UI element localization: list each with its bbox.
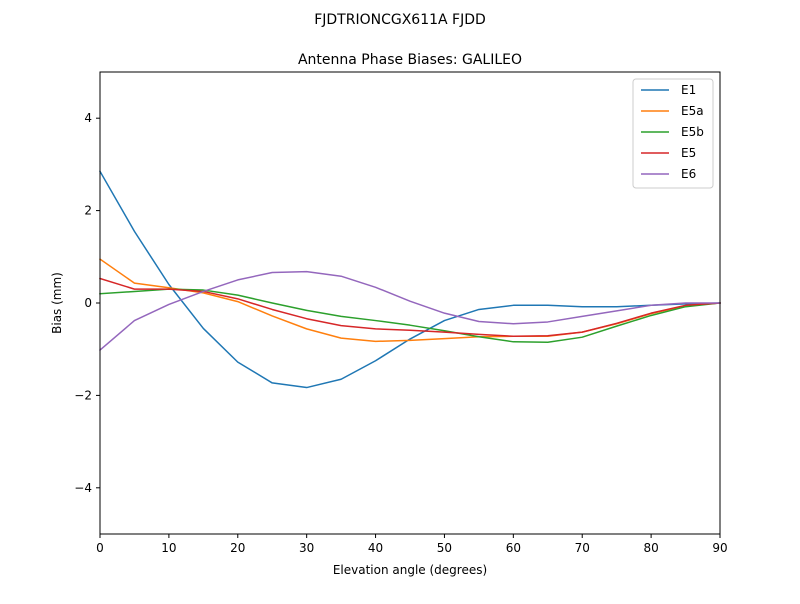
x-tick-label: 90 [712, 541, 727, 555]
series-layer [98, 170, 721, 389]
y-tick-label: −2 [74, 388, 92, 402]
x-tick-label: 10 [161, 541, 176, 555]
legend-label-e5b: E5b [681, 125, 704, 139]
x-tick-label: 20 [230, 541, 245, 555]
x-tick-label: 80 [643, 541, 658, 555]
chart-suptitle: FJDTRIONCGX611A FJDD [314, 12, 486, 28]
legend-label-e5a: E5a [681, 104, 704, 118]
x-tick-label: 70 [575, 541, 590, 555]
y-tick-label: 4 [84, 111, 92, 125]
x-tick-label: 60 [506, 541, 521, 555]
y-tick-label: −4 [74, 481, 92, 495]
series-line-e5a [98, 258, 721, 343]
legend-label-e6: E6 [681, 167, 696, 181]
plot-frame [99, 71, 721, 535]
x-tick-label: 0 [96, 541, 104, 555]
x-tick-label: 30 [299, 541, 314, 555]
x-tick-label: 50 [437, 541, 452, 555]
y-tick-label: 2 [84, 204, 92, 218]
legend: E1 E5a E5b E5 E6 [632, 78, 714, 189]
legend-label-e5: E5 [681, 146, 696, 160]
legend-label-e1: E1 [681, 83, 696, 97]
chart-title: Antenna Phase Biases: GALILEO [298, 52, 522, 68]
x-axis-label: Elevation angle (degrees) [333, 563, 487, 577]
y-axis-label: Bias (mm) [50, 272, 64, 334]
legend-box [632, 78, 714, 189]
ticks-layer: 0 10 20 30 40 50 60 70 80 90 −4 −2 0 2 4 [74, 111, 727, 555]
series-line-e6 [98, 270, 721, 352]
series-line-e5b [99, 288, 721, 344]
y-tick-label: 0 [84, 296, 92, 310]
x-tick-label: 40 [368, 541, 383, 555]
series-line-e1 [98, 170, 721, 389]
series-line-e5 [99, 277, 721, 338]
